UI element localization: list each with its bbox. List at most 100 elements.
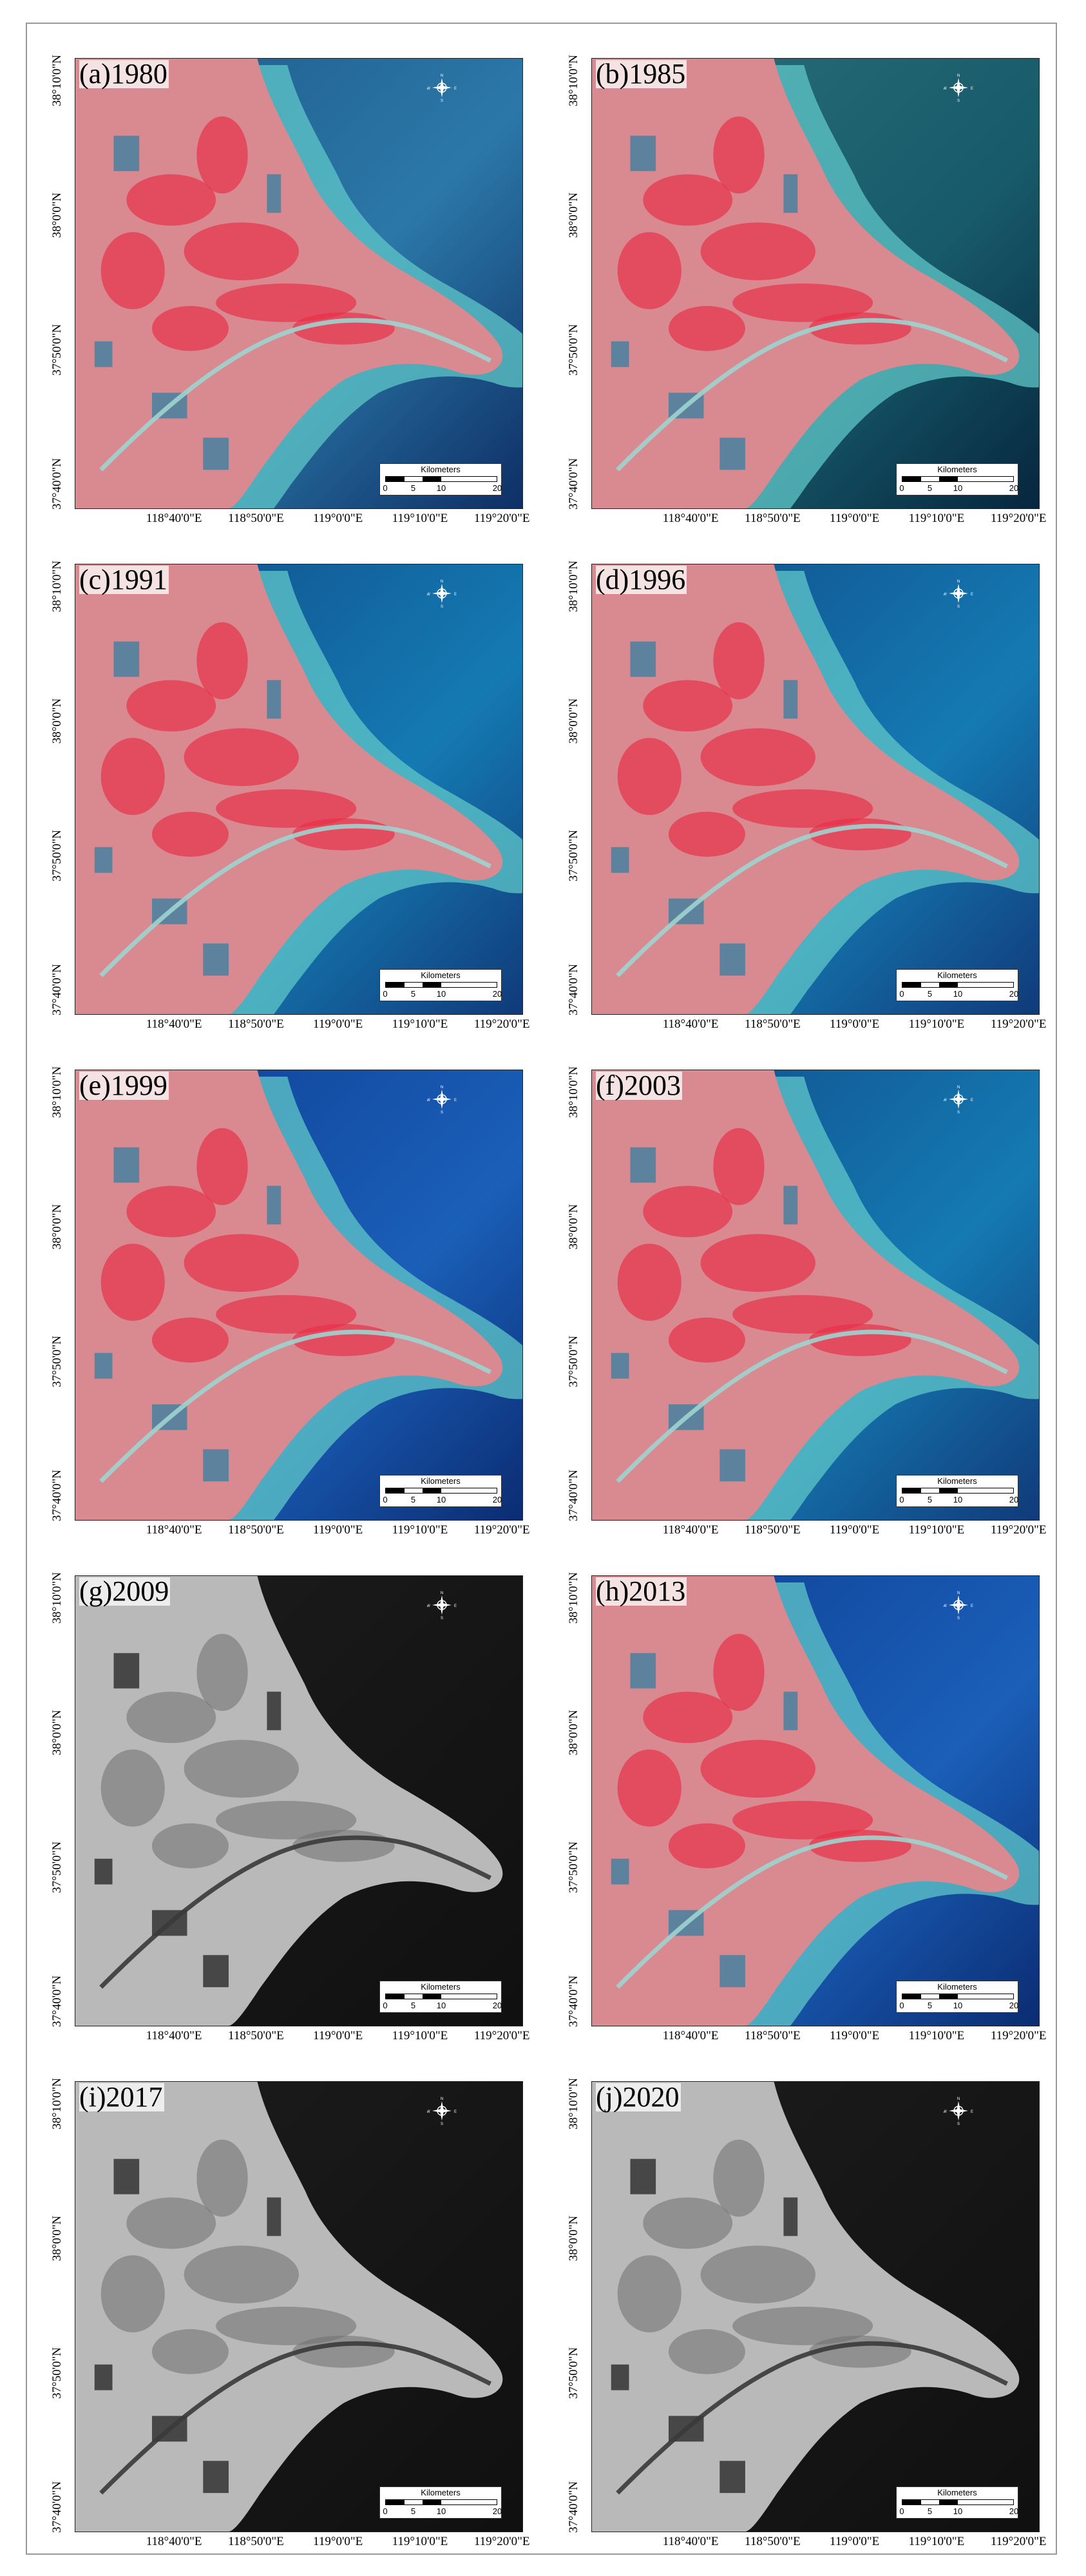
scale-bar-graphic xyxy=(385,1488,497,1494)
compass-w-label: W xyxy=(944,1099,947,1102)
scale-bar: Kilometers 0 5 10 20 xyxy=(896,463,1018,495)
satellite-map: (c)1991 N S W E Kilometers 0 5 10 20 xyxy=(75,564,523,1015)
map-imagery xyxy=(75,564,522,1014)
compass-w-label: W xyxy=(427,593,430,597)
scale-bar-tick-label: 5 xyxy=(927,989,933,999)
map-panel: 38°10'0"N 38°0'0"N 37°50'0"N 37°40'0"N (d)19… xyxy=(548,561,1047,1037)
scale-bar: Kilometers 0 5 10 20 xyxy=(379,969,502,1001)
scale-bar: Kilometers 0 5 10 20 xyxy=(379,1475,502,1507)
compass-n-label: N xyxy=(441,74,443,78)
longitude-tick-label: 118°40'0"E xyxy=(662,512,719,525)
longitude-tick-label: 119°10'0"E xyxy=(392,512,448,525)
map-panel: 38°10'0"N 38°0'0"N 37°50'0"N 37°40'0"N (h)20… xyxy=(548,1572,1047,2048)
scale-bar-title: Kilometers xyxy=(937,1982,977,1992)
compass-w-label: W xyxy=(427,1604,430,1608)
map-panel: 38°10'0"N 38°0'0"N 37°50'0"N 37°40'0"N (g)20… xyxy=(31,1572,530,2048)
map-panel: 38°10'0"N 38°0'0"N 37°50'0"N 37°40'0"N (c)19… xyxy=(31,561,530,1037)
longitude-tick-label: 119°10'0"E xyxy=(908,2535,965,2548)
latitude-axis: 38°10'0"N 38°0'0"N 37°50'0"N 37°40'0"N xyxy=(50,55,64,510)
map-imagery xyxy=(592,1576,1039,2026)
panel-year-label: (d)1996 xyxy=(596,564,687,595)
scale-bar-title: Kilometers xyxy=(421,1982,461,1992)
scale-bar-tick-label: 0 xyxy=(899,483,904,493)
longitude-axis: 118°40'0"E 118°50'0"E 119°0'0"E 119°10'0"E 1… xyxy=(591,2026,1047,2044)
latitude-axis: 38°10'0"N 38°0'0"N 37°50'0"N 37°40'0"N xyxy=(50,2078,64,2533)
compass-s-label: S xyxy=(957,1111,960,1114)
latitude-axis: 38°10'0"N 38°0'0"N 37°50'0"N 37°40'0"N xyxy=(567,1066,580,1522)
longitude-axis: 118°40'0"E 118°50'0"E 119°0'0"E 119°10'0"E 1… xyxy=(75,2026,530,2044)
map-panel: 38°10'0"N 38°0'0"N 37°50'0"N 37°40'0"N (j)20… xyxy=(548,2078,1047,2554)
scale-bar-tick-label: 20 xyxy=(1009,989,1019,999)
map-imagery xyxy=(75,2082,522,2532)
longitude-tick-label: 118°40'0"E xyxy=(146,2029,202,2043)
compass-e-label: E xyxy=(971,593,973,597)
scale-bar-tick-label: 20 xyxy=(1009,2506,1019,2516)
satellite-map: (i)2017 N S W E Kilometers 0 5 10 20 xyxy=(75,2081,523,2532)
latitude-axis: 38°10'0"N 38°0'0"N 37°50'0"N 37°40'0"N xyxy=(50,1066,64,1522)
scale-bar-tick-label: 0 xyxy=(899,989,904,999)
longitude-tick-label: 119°0'0"E xyxy=(313,512,363,525)
satellite-map: (j)2020 N S W E Kilometers 0 5 10 20 xyxy=(591,2081,1040,2532)
longitude-tick-label: 118°50'0"E xyxy=(745,2029,801,2043)
compass-n-label: N xyxy=(957,2097,960,2101)
longitude-tick-label: 118°50'0"E xyxy=(745,1523,801,1537)
panel-year-label: (g)2009 xyxy=(79,1575,171,1607)
longitude-tick-label: 119°0'0"E xyxy=(313,1017,363,1031)
panel-year-label: (a)1980 xyxy=(79,58,169,90)
map-imagery xyxy=(75,1576,522,2026)
scale-bar-graphic xyxy=(902,2499,1014,2505)
longitude-tick-label: 118°40'0"E xyxy=(146,1523,202,1537)
latitude-axis: 38°10'0"N 38°0'0"N 37°50'0"N 37°40'0"N xyxy=(567,55,580,510)
longitude-tick-label: 119°0'0"E xyxy=(830,2029,880,2043)
compass-w-label: W xyxy=(944,593,947,597)
scale-bar-tick-label: 10 xyxy=(953,989,963,999)
panel-year-label: (i)2017 xyxy=(79,2081,164,2113)
longitude-tick-label: 118°40'0"E xyxy=(662,2535,719,2548)
longitude-tick-label: 119°20'0"E xyxy=(990,2535,1047,2548)
scale-bar-tick-label: 10 xyxy=(436,2506,446,2516)
longitude-tick-label: 119°10'0"E xyxy=(908,1017,965,1031)
compass-e-label: E xyxy=(454,1604,457,1608)
scale-bar-title: Kilometers xyxy=(937,465,977,474)
compass-s-label: S xyxy=(441,1617,443,1620)
longitude-tick-label: 118°50'0"E xyxy=(745,2535,801,2548)
scale-bar-tick-label: 0 xyxy=(383,1495,388,1504)
longitude-tick-label: 119°10'0"E xyxy=(392,2535,448,2548)
map-panel: 38°10'0"N 38°0'0"N 37°50'0"N 37°40'0"N (f)20… xyxy=(548,1066,1047,1543)
compass-e-label: E xyxy=(454,87,457,91)
scale-bar-tick-label: 0 xyxy=(383,2001,388,2010)
scale-bar-tick-label: 20 xyxy=(492,2506,502,2516)
longitude-tick-label: 119°20'0"E xyxy=(473,1017,530,1031)
north-arrow-icon: N S W E xyxy=(426,2096,457,2126)
scale-bar-tick-label: 10 xyxy=(953,483,963,493)
compass-s-label: S xyxy=(957,99,960,102)
panel-year-label: (h)2013 xyxy=(596,1575,687,1607)
scale-bar-graphic xyxy=(385,2499,497,2505)
longitude-tick-label: 118°40'0"E xyxy=(146,512,202,525)
compass-n-label: N xyxy=(441,1086,443,1090)
map-imagery xyxy=(75,59,522,508)
longitude-tick-label: 119°20'0"E xyxy=(990,2029,1047,2043)
latitude-axis: 38°10'0"N 38°0'0"N 37°50'0"N 37°40'0"N xyxy=(567,561,580,1016)
longitude-tick-label: 119°20'0"E xyxy=(990,1523,1047,1537)
scale-bar-tick-label: 20 xyxy=(492,2001,502,2010)
panel-year-label: (e)1999 xyxy=(79,1070,169,1101)
map-imagery xyxy=(592,59,1039,508)
compass-s-label: S xyxy=(957,605,960,608)
scale-bar-ticks: 0 5 10 20 xyxy=(380,989,502,999)
latitude-axis: 38°10'0"N 38°0'0"N 37°50'0"N 37°40'0"N xyxy=(567,1572,580,2028)
north-arrow-icon: N S W E xyxy=(426,1084,457,1115)
longitude-tick-label: 118°40'0"E xyxy=(662,1017,719,1031)
longitude-tick-label: 119°20'0"E xyxy=(473,512,530,525)
scale-bar-ticks: 0 5 10 20 xyxy=(897,1495,1018,1505)
compass-w-label: W xyxy=(427,1099,430,1102)
scale-bar-tick-label: 0 xyxy=(899,2506,904,2516)
scale-bar-graphic xyxy=(902,1488,1014,1494)
compass-s-label: S xyxy=(441,605,443,608)
scale-bar-tick-label: 10 xyxy=(953,2001,963,2010)
longitude-tick-label: 119°10'0"E xyxy=(908,512,965,525)
scale-bar-tick-label: 10 xyxy=(436,1495,446,1504)
scale-bar-ticks: 0 5 10 20 xyxy=(380,2506,502,2517)
north-arrow-icon: N S W E xyxy=(943,1084,973,1115)
scale-bar-tick-label: 20 xyxy=(1009,2001,1019,2010)
